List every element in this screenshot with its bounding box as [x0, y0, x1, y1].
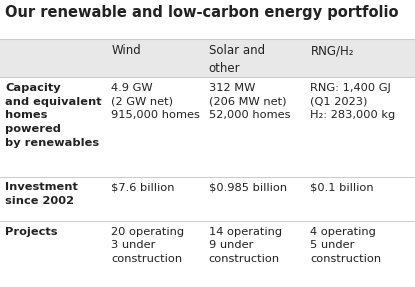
Text: RNG/H₂: RNG/H₂: [310, 44, 354, 57]
Text: $7.6 billion: $7.6 billion: [111, 182, 175, 192]
Text: Investment
since 2002: Investment since 2002: [5, 182, 78, 206]
Text: 312 MW
(206 MW net)
52,000 homes: 312 MW (206 MW net) 52,000 homes: [209, 83, 290, 121]
Text: 14 operating
9 under
construction: 14 operating 9 under construction: [209, 227, 282, 264]
Text: $0.985 billion: $0.985 billion: [209, 182, 287, 192]
Text: RNG: 1,400 GJ
(Q1 2023)
H₂: 283,000 kg: RNG: 1,400 GJ (Q1 2023) H₂: 283,000 kg: [310, 83, 395, 121]
Text: $0.1 billion: $0.1 billion: [310, 182, 374, 192]
Text: Projects: Projects: [5, 227, 58, 237]
Text: 4 operating
5 under
construction: 4 operating 5 under construction: [310, 227, 381, 264]
Text: 4.9 GW
(2 GW net)
915,000 homes: 4.9 GW (2 GW net) 915,000 homes: [111, 83, 200, 121]
Text: Solar and
other: Solar and other: [209, 44, 265, 75]
Text: Wind: Wind: [111, 44, 141, 57]
Bar: [0, 39, 415, 77]
Text: Our renewable and low-carbon energy portfolio: Our renewable and low-carbon energy port…: [5, 5, 399, 20]
Text: 20 operating
3 under
construction: 20 operating 3 under construction: [111, 227, 184, 264]
Text: Capacity
and equivalent
homes
powered
by renewables: Capacity and equivalent homes powered by…: [5, 83, 102, 148]
